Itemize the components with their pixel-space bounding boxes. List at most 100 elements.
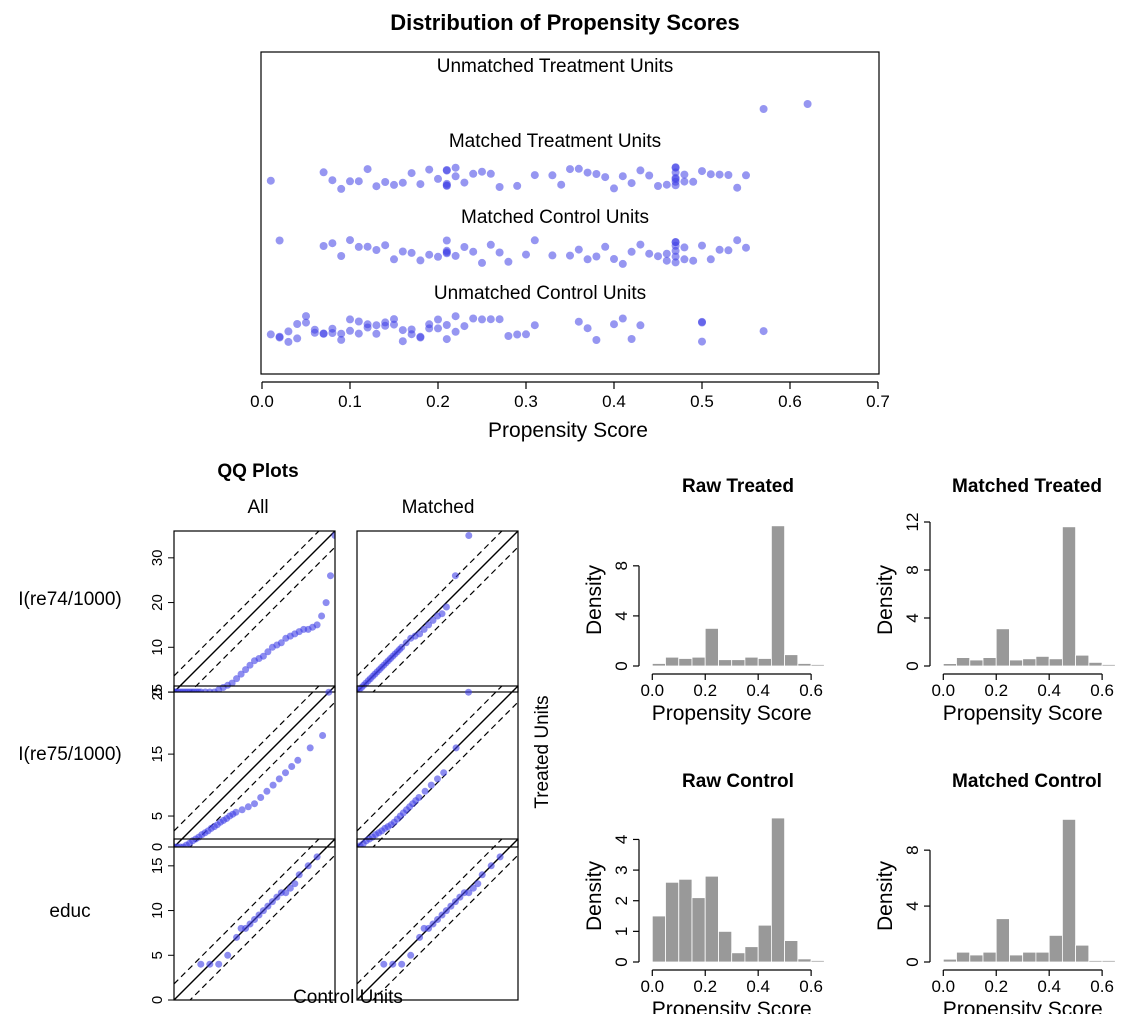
hist-bar [810,960,825,963]
jitter-point [680,243,689,252]
jitter-x-tick-label: 0.3 [514,392,538,411]
jitter-point [495,183,504,191]
jitter-point [742,243,750,252]
figure-title: Distribution of Propensity Scores [390,10,740,35]
jitter-point [451,327,460,336]
jitter-points [266,100,812,346]
jitter-point [742,171,750,180]
jitter-point [662,249,671,258]
qq-point [425,924,433,932]
jitter-point [530,321,539,330]
qq-y-tick-label: 25 [149,684,166,701]
qq-frame [356,530,519,693]
hist-bar [744,656,759,667]
qq-y-tick-label: 15 [149,857,166,874]
qq-column-all: All [247,497,268,518]
jitter-x-tick-label: 0.4 [602,392,626,411]
jitter-point [522,250,530,259]
qq-identity-line [174,531,335,692]
qq-point [478,871,486,879]
jitter-point [574,164,583,173]
jitter-point [610,320,618,329]
hist-y-tick-label: 0 [903,661,922,670]
hist-bar [995,918,1010,963]
qq-point [206,960,214,968]
qq-point [442,907,450,915]
qq-point [421,787,429,795]
jitter-x-tick-label: 0.0 [250,392,274,411]
hist-bar [1062,526,1077,667]
qq-panel-all-0: 0 10 20 30 [149,530,336,696]
jitter-point [671,163,680,172]
jitter-point [478,315,486,324]
jitter-point [363,320,372,329]
qq-point [327,572,334,580]
qq-y-tick-label: 10 [149,902,166,919]
jitter-point [398,247,407,256]
qq-frame [173,838,336,1001]
jitter-point [328,239,337,248]
hist-bar [942,958,957,963]
qq-point [465,532,473,539]
hist-bar [1022,951,1037,963]
hist-bar [1062,819,1077,963]
hist-bar [810,664,825,667]
jitter-point [759,105,768,113]
qq-lower-band [189,546,335,692]
jitter-panel: Unmatched Treatment Units Matched Treatm… [250,51,890,442]
jitter-point [337,184,346,193]
jitter-point [706,170,715,179]
jitter-point [680,255,689,264]
jitter-point [662,256,671,265]
qq-lower-band [372,701,518,847]
hist-y-label: Density [583,564,606,635]
qq-identity-line [174,686,335,847]
qq-upper-band [357,686,503,832]
jitter-point [451,163,460,172]
jitter-point [495,315,504,324]
jitter-point [416,256,425,265]
jitter-point [583,324,592,333]
qq-point [259,652,267,660]
hist-y-tick-label: 8 [903,845,922,854]
qq-x-label: Control Units [293,987,403,1008]
jitter-point [284,337,293,346]
qq-point [304,862,312,870]
qq-point [288,763,296,770]
jitter-point [610,255,618,263]
jitter-point [671,246,680,255]
qq-upper-band [357,531,503,677]
qq-y-tick-label: 20 [149,594,166,611]
group-label-matched-control: Matched Control Units [461,207,649,228]
qq-point [465,688,472,696]
qq-row-label-re75: I(re75/1000) [18,744,122,765]
group-label-matched-treatment: Matched Treatment Units [449,131,661,152]
hist-bar [757,658,772,667]
qq-panel-matched-2 [356,838,519,1001]
jitter-point [460,243,469,251]
jitter-x-tick-label: 0.7 [866,392,890,411]
jitter-x-tick-label: 0.1 [338,392,362,411]
jitter-point [469,314,478,323]
hist-x-tick-label: 0.4 [746,977,770,996]
qq-point [228,679,236,687]
jitter-point [337,252,346,260]
jitter-point [451,172,460,181]
hist-y-tick-label: 2 [612,896,631,905]
qq-point [237,670,245,678]
hist-y-tick-label: 1 [612,927,631,936]
jitter-point [715,170,724,179]
qq-panel-all-1: 0 5 15 25 [149,684,336,851]
jitter-point [346,236,354,245]
hist-bar [678,878,693,963]
hist-bar [771,817,786,963]
qq-point [268,898,276,906]
qq-point [451,572,459,580]
qq-frame [356,685,519,848]
qq-point [469,884,477,892]
jitter-point [266,176,275,185]
hist-x-tick-label: 0.0 [931,681,955,700]
qq-point [434,916,441,923]
hist-bar [651,663,666,667]
qq-plots: QQ Plots All Matched I(re74/1000) I(re75… [18,461,553,1008]
